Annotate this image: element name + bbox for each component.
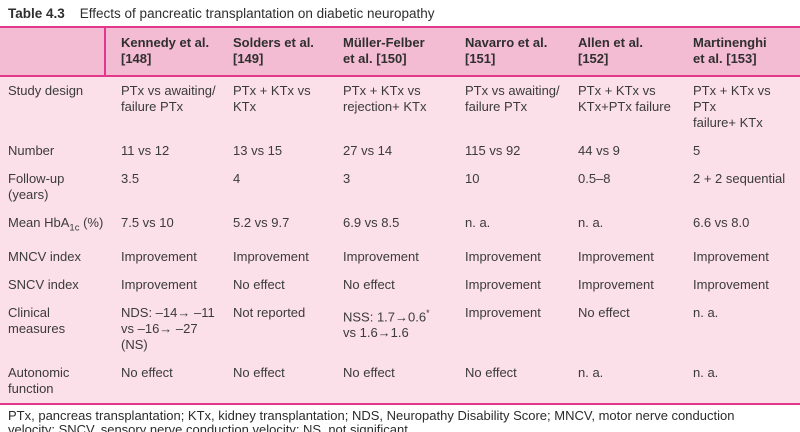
abbreviations-note: PTx, pancreas transplantation; KTx, kidn… [8, 407, 735, 432]
table-cell: 5.2 vs 9.7 [233, 209, 343, 243]
column-header-muller-felber: Müller-Felber et al. [150] [343, 27, 465, 77]
table-cell: Improvement [693, 270, 800, 299]
table-cell: No effect [465, 358, 578, 404]
row-label: Study design [0, 76, 121, 137]
table-row-follow-up: Follow-up (years) 3.5 4 3 10 0.5–8 2 + 2… [0, 165, 800, 209]
column-header-allen: Allen et al. [152] [578, 27, 693, 77]
table-row-clinical-measures: Clinical measures NDS: –14→ –11 vs –16→ … [0, 298, 800, 359]
hba1c-subscript: 1c [69, 222, 80, 234]
table-cell: Improvement [578, 270, 693, 299]
row-label: Mean HbA1c (%) [0, 209, 121, 243]
table-cell: Improvement [693, 242, 800, 271]
table-cell: PTx + KTx vs KTx [233, 76, 343, 137]
table-cell: Improvement [233, 242, 343, 271]
table-cell: 2 + 2 sequential [693, 165, 800, 209]
table-cell: Not reported [233, 298, 343, 359]
table-cell: Improvement [343, 242, 465, 271]
table-cell: 3.5 [121, 165, 233, 209]
row-label: Clinical measures [0, 298, 121, 359]
table-cell: NSS: 1.7→0.6* vs 1.6→1.6 [343, 298, 465, 359]
row-label: MNCV index [0, 242, 121, 271]
table-row-sncv-index: SNCV index Improvement No effect No effe… [0, 270, 800, 299]
table-cell: Improvement [465, 270, 578, 299]
table-row-mncv-index: MNCV index Improvement Improvement Impro… [0, 242, 800, 271]
header-column-divider [104, 28, 106, 77]
table-cell: n. a. [465, 209, 578, 243]
column-header-kennedy: Kennedy et al. [148] [121, 27, 233, 77]
table-cell: 3 [343, 165, 465, 209]
table-row-autonomic-function: Autonomic function No effect No effect N… [0, 358, 800, 404]
table-number: Table 4.3 [8, 6, 65, 21]
table-footnotes: PTx, pancreas transplantation; KTx, kidn… [0, 405, 800, 432]
table-cell: 6.9 vs 8.5 [343, 209, 465, 243]
table-cell: 11 vs 12 [121, 137, 233, 165]
table-cell: 0.5–8 [578, 165, 693, 209]
table-cell: n. a. [578, 358, 693, 404]
table-cell: 27 vs 14 [343, 137, 465, 165]
table-cell: 10 [465, 165, 578, 209]
table-cell: NDS: –14→ –11 vs –16→ –27 (NS) [121, 298, 233, 359]
table-cell: PTx vs awaiting/ failure PTx [465, 76, 578, 137]
table-cell: 115 vs 92 [465, 137, 578, 165]
table-cell: No effect [343, 358, 465, 404]
table-cell: n. a. [693, 358, 800, 404]
table-cell: 13 vs 15 [233, 137, 343, 165]
table-cell: Improvement [121, 270, 233, 299]
row-label: Autonomic function [0, 358, 121, 404]
table-cell: Improvement [121, 242, 233, 271]
header-empty-cell [0, 27, 121, 77]
table-container: Kennedy et al. [148] Solders et al. [149… [0, 26, 800, 405]
row-label: Number [0, 137, 121, 165]
table-title: Table 4.3 Effects of pancreatic transplan… [0, 0, 800, 26]
column-header-solders: Solders et al. [149] [233, 27, 343, 77]
table-cell: Improvement [465, 298, 578, 359]
table-cell: 6.6 vs 8.0 [693, 209, 800, 243]
column-header-navarro: Navarro et al. [151] [465, 27, 578, 77]
table-cell: No effect [343, 270, 465, 299]
table-cell: 7.5 vs 10 [121, 209, 233, 243]
table-cell: No effect [578, 298, 693, 359]
row-label: SNCV index [0, 270, 121, 299]
significance-asterisk: * [426, 307, 430, 318]
data-table: Kennedy et al. [148] Solders et al. [149… [0, 26, 800, 405]
table-cell: No effect [233, 358, 343, 404]
table-cell: 4 [233, 165, 343, 209]
table-cell: n. a. [578, 209, 693, 243]
table-cell: No effect [233, 270, 343, 299]
row-label: Follow-up (years) [0, 165, 121, 209]
table-row-study-design: Study design PTx vs awaiting/ failure PT… [0, 76, 800, 137]
table-cell: PTx + KTx vs KTx+PTx failure [578, 76, 693, 137]
table-cell: PTx + KTx vs rejection+ KTx [343, 76, 465, 137]
table-cell: No effect [121, 358, 233, 404]
table-cell: 5 [693, 137, 800, 165]
table-cell: n. a. [693, 298, 800, 359]
table-cell: PTx vs awaiting/ failure PTx [121, 76, 233, 137]
table-row-mean-hba1c: Mean HbA1c (%) 7.5 vs 10 5.2 vs 9.7 6.9 … [0, 209, 800, 243]
table-cell: 44 vs 9 [578, 137, 693, 165]
table-cell: Improvement [465, 242, 578, 271]
table-cell: PTx + KTx vs PTx failure+ KTx [693, 76, 800, 137]
table-row-number: Number 11 vs 12 13 vs 15 27 vs 14 115 vs… [0, 137, 800, 165]
header-row: Kennedy et al. [148] Solders et al. [149… [0, 27, 800, 77]
column-header-martinenghi: Martinenghi et al. [153] [693, 27, 800, 77]
table-caption: Effects of pancreatic transplantation on… [79, 6, 435, 21]
table-cell: Improvement [578, 242, 693, 271]
